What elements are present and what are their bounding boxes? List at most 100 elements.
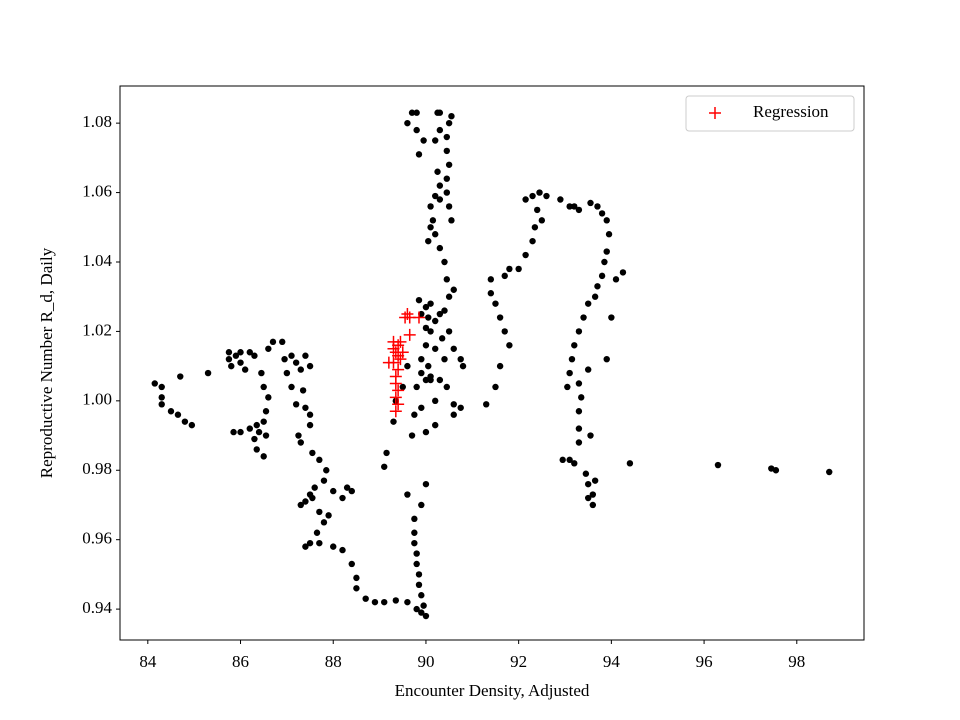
point: [339, 546, 346, 554]
point: [603, 217, 610, 224]
point: [237, 359, 244, 366]
point: [404, 119, 411, 127]
point: [225, 349, 233, 356]
point: [396, 346, 409, 359]
point: [381, 598, 388, 606]
point: [529, 192, 536, 200]
point: [413, 126, 420, 134]
point: [496, 362, 504, 370]
point: [543, 192, 550, 200]
point: [445, 293, 453, 300]
point: [404, 598, 411, 606]
point: [492, 300, 499, 307]
point: [427, 373, 434, 380]
x-tick-label: 98: [788, 652, 805, 671]
point: [413, 605, 420, 613]
point: [330, 543, 337, 550]
point: [389, 405, 402, 418]
point: [571, 342, 578, 349]
point: [418, 609, 425, 616]
point: [181, 418, 189, 425]
point: [283, 369, 291, 377]
point: [420, 602, 427, 609]
y-tick-label: 1.08: [82, 112, 112, 131]
point: [432, 231, 439, 238]
point: [382, 356, 395, 369]
point: [441, 355, 448, 363]
point: [158, 383, 165, 391]
point: [302, 352, 309, 359]
point: [575, 206, 583, 214]
point: [411, 539, 418, 547]
point: [295, 432, 302, 439]
point: [522, 251, 529, 259]
point: [371, 598, 379, 606]
point: [575, 425, 583, 432]
y-tick-label: 1.02: [82, 320, 112, 339]
point: [418, 501, 425, 509]
point: [299, 387, 307, 394]
point: [297, 439, 304, 446]
point: [584, 494, 592, 502]
point: [575, 328, 583, 335]
point: [603, 248, 610, 255]
point: [522, 196, 529, 203]
point: [390, 418, 397, 425]
point: [297, 366, 304, 373]
point: [320, 477, 328, 484]
point: [536, 189, 543, 196]
point: [566, 369, 573, 377]
point: [568, 355, 576, 363]
point: [445, 203, 453, 210]
point: [408, 432, 416, 439]
point: [436, 376, 444, 384]
point: [432, 421, 439, 429]
point: [260, 453, 267, 460]
point: [415, 571, 423, 578]
point: [598, 210, 606, 217]
point: [399, 383, 406, 391]
point: [434, 109, 441, 116]
point: [441, 258, 448, 266]
point: [422, 428, 430, 436]
point: [281, 355, 288, 363]
point: [404, 491, 411, 498]
point: [302, 543, 309, 550]
point: [575, 439, 583, 446]
point: [313, 529, 321, 536]
point: [459, 362, 467, 370]
point: [594, 203, 601, 210]
point: [584, 366, 592, 373]
x-tick-label: 96: [696, 652, 713, 671]
point: [457, 355, 464, 363]
legend-marker: [709, 107, 721, 119]
point: [571, 460, 578, 467]
point: [253, 421, 260, 429]
point: [167, 408, 175, 415]
point: [251, 435, 258, 443]
point: [262, 408, 270, 415]
point: [422, 324, 430, 332]
point: [316, 456, 323, 464]
point: [288, 383, 295, 391]
legend-box: [685, 95, 855, 132]
point: [425, 362, 432, 370]
y-axis-label: Reproductive Number R_d, Daily: [37, 247, 56, 478]
point: [306, 411, 314, 418]
point: [260, 418, 267, 425]
point: [204, 369, 212, 377]
point: [450, 286, 457, 293]
point: [309, 494, 316, 502]
point: [436, 182, 444, 189]
point: [387, 335, 400, 348]
point: [413, 383, 420, 391]
point: [265, 345, 272, 352]
point: [443, 276, 451, 283]
point: [353, 574, 360, 582]
point: [420, 137, 427, 144]
point: [598, 272, 606, 280]
point: [403, 311, 416, 324]
point: [260, 383, 267, 391]
point: [418, 369, 425, 377]
point: [584, 480, 592, 488]
